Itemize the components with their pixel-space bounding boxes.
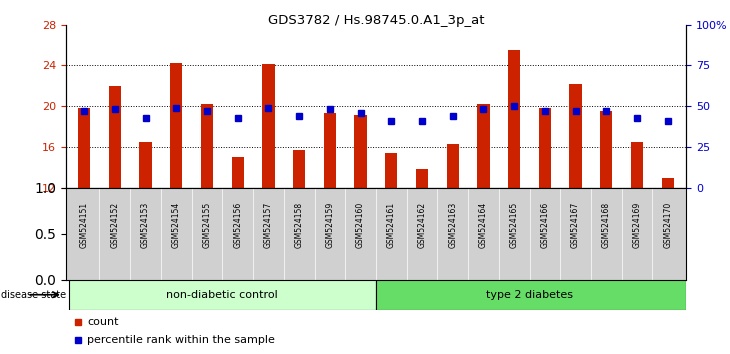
Bar bbox=[323, 113, 336, 188]
Text: GSM524151: GSM524151 bbox=[80, 201, 88, 247]
Bar bbox=[539, 108, 551, 188]
Bar bbox=[416, 169, 429, 188]
Text: GSM524156: GSM524156 bbox=[233, 201, 242, 248]
Text: GSM524164: GSM524164 bbox=[479, 201, 488, 248]
Bar bbox=[385, 153, 397, 188]
Text: GSM524157: GSM524157 bbox=[264, 201, 273, 248]
Text: GSM524153: GSM524153 bbox=[141, 201, 150, 248]
Text: disease state: disease state bbox=[1, 290, 66, 300]
Bar bbox=[631, 142, 643, 188]
Text: GSM524169: GSM524169 bbox=[633, 201, 642, 248]
Bar bbox=[569, 84, 582, 188]
Bar bbox=[661, 178, 674, 188]
Text: GDS3782 / Hs.98745.0.A1_3p_at: GDS3782 / Hs.98745.0.A1_3p_at bbox=[268, 14, 484, 27]
Text: GSM524168: GSM524168 bbox=[602, 201, 611, 247]
Text: GSM524162: GSM524162 bbox=[418, 201, 426, 247]
Text: GSM524160: GSM524160 bbox=[356, 201, 365, 248]
Text: type 2 diabetes: type 2 diabetes bbox=[486, 290, 573, 300]
Text: percentile rank within the sample: percentile rank within the sample bbox=[88, 335, 275, 345]
Bar bbox=[293, 150, 305, 188]
Bar bbox=[447, 144, 459, 188]
Text: GSM524166: GSM524166 bbox=[540, 201, 550, 248]
Bar bbox=[170, 63, 182, 188]
Bar bbox=[69, 280, 376, 310]
Bar bbox=[139, 142, 152, 188]
Bar bbox=[78, 108, 91, 188]
Text: GSM524152: GSM524152 bbox=[110, 201, 119, 247]
Text: GSM524165: GSM524165 bbox=[510, 201, 519, 248]
Bar bbox=[231, 157, 244, 188]
Bar bbox=[376, 280, 686, 310]
Text: GSM524161: GSM524161 bbox=[387, 201, 396, 247]
Bar bbox=[600, 111, 612, 188]
Text: GSM524154: GSM524154 bbox=[172, 201, 181, 248]
Text: non-diabetic control: non-diabetic control bbox=[166, 290, 278, 300]
Text: GSM524158: GSM524158 bbox=[295, 201, 304, 247]
Text: GSM524163: GSM524163 bbox=[448, 201, 457, 248]
Bar bbox=[477, 104, 490, 188]
Bar bbox=[355, 115, 366, 188]
Text: count: count bbox=[88, 317, 119, 327]
Text: GSM524167: GSM524167 bbox=[571, 201, 580, 248]
Bar bbox=[262, 64, 274, 188]
Text: GSM524159: GSM524159 bbox=[326, 201, 334, 248]
Text: GSM524170: GSM524170 bbox=[664, 201, 672, 248]
Bar bbox=[201, 104, 213, 188]
Bar bbox=[109, 86, 121, 188]
Bar bbox=[508, 50, 520, 188]
Text: GSM524155: GSM524155 bbox=[202, 201, 212, 248]
